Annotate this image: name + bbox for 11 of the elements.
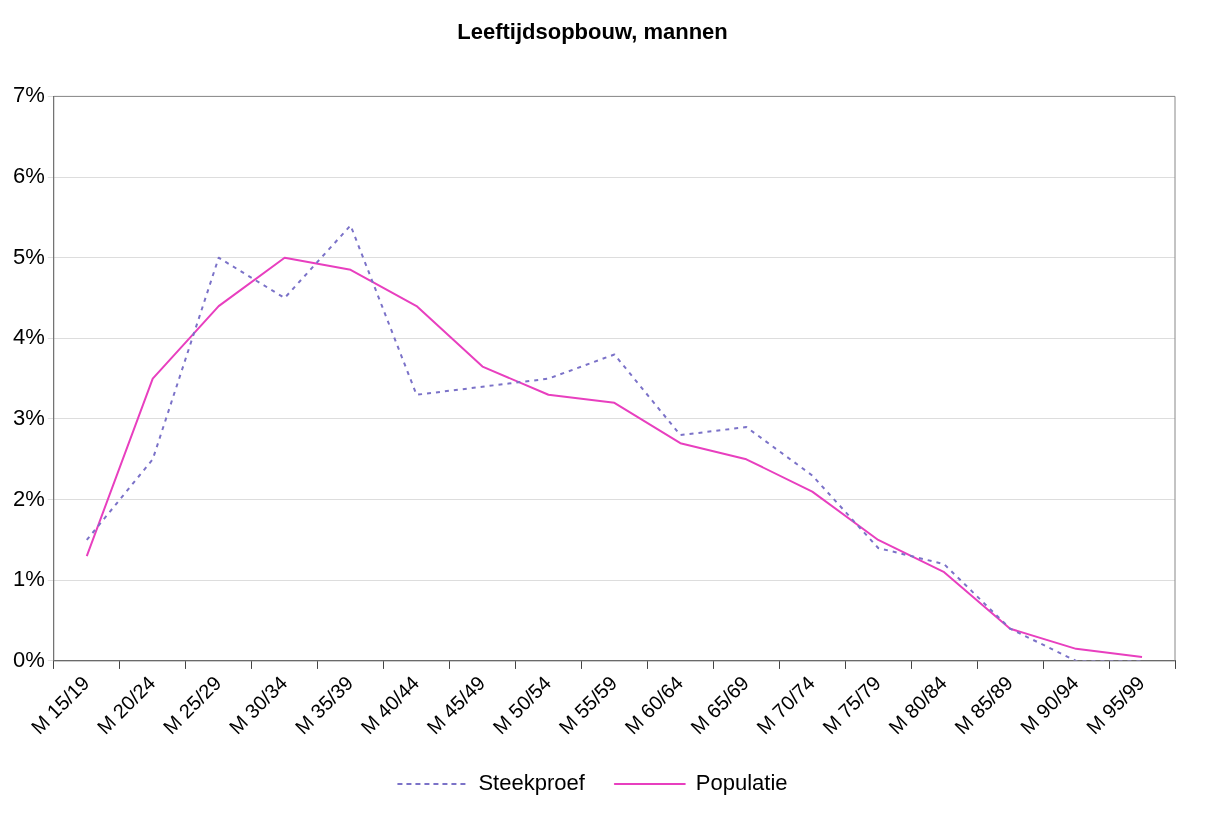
y-tick-label: 3% [13, 405, 45, 431]
y-tick-label: 5% [13, 243, 45, 269]
chart-title: Leeftijdsopbouw, mannen [457, 19, 728, 45]
legend-label: Populatie [695, 770, 788, 796]
y-tick-label: 6% [13, 163, 45, 189]
y-tick-label: 4% [13, 324, 45, 350]
y-tick-label: 2% [13, 485, 45, 511]
y-tick-label: 7% [13, 82, 45, 108]
y-tick-label: 0% [13, 646, 45, 672]
y-tick-label: 1% [13, 566, 45, 592]
legend-label: Steekproef [478, 770, 586, 796]
